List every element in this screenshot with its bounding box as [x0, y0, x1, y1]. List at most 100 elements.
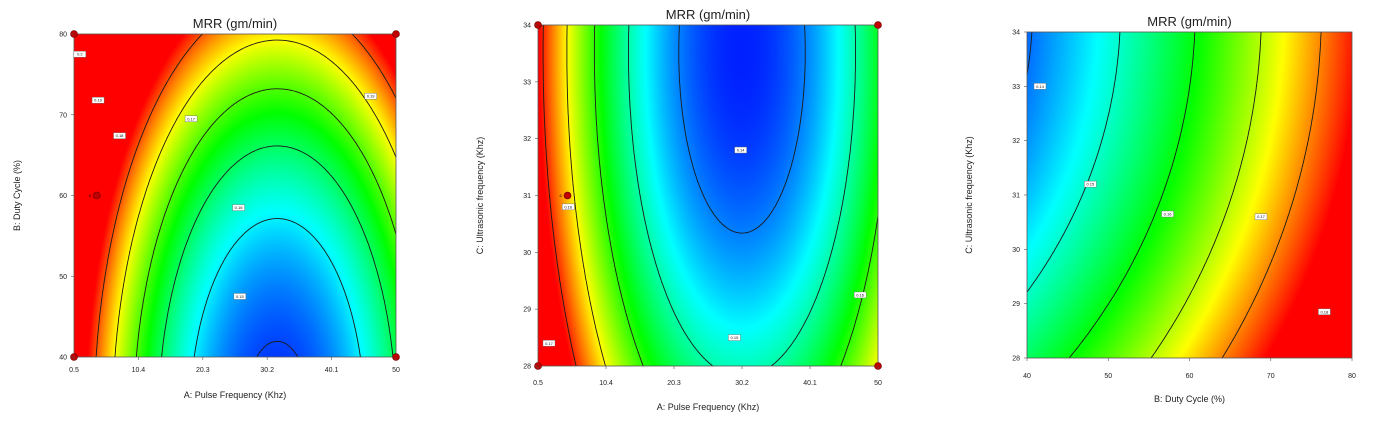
contour-label: 0.19 [364, 92, 377, 100]
x-tick-label: 30.2 [260, 367, 274, 374]
y-tick-label: 40 [59, 355, 67, 362]
y-tick-label: 29 [1012, 301, 1020, 308]
contour-line [1027, 32, 1121, 293]
x-axis-label: B: Duty Cycle (%) [1154, 394, 1225, 404]
design-point [392, 30, 400, 38]
contour-line [1221, 32, 1322, 358]
x-tick-label: 50 [392, 367, 400, 374]
contour-line [678, 25, 806, 234]
chart-2: 0.16 0.14 0.15 0.16 0.17 6 MRR (gm/min) 0.5 10.4… [475, 7, 882, 412]
x-tick-label: 50 [1104, 373, 1112, 380]
x-axis-label: A: Pulse Frequency (Khz) [184, 390, 287, 400]
x-tick-label: 70 [1267, 373, 1275, 380]
chart-title: MRR (gm/min) [666, 7, 751, 22]
design-point [563, 191, 572, 200]
contour-label-text: 0.16 [564, 204, 573, 209]
y-tick-label: 32 [523, 136, 531, 143]
contour-lines [1027, 32, 1322, 358]
y-tick-label: 33 [523, 79, 531, 86]
contour-label-text: 0.18 [1320, 309, 1329, 314]
design-point-label: 6 [89, 193, 92, 198]
contour-line [566, 25, 606, 366]
x-tick-label: 10.4 [599, 380, 613, 387]
contour-label: 0.18 [113, 132, 126, 139]
x-tick-label: 50 [874, 380, 882, 387]
contour-label-text: 0.15 [1086, 182, 1095, 187]
contour-label: 0.14 [734, 146, 747, 154]
contour-line [161, 145, 394, 357]
chart-3: 0.14 0.15 0.16 0.17 0.18 MRR (gm/min) 40 50 60 70… [964, 14, 1356, 404]
contour-line [135, 88, 396, 357]
contour-label: 0.17 [1254, 213, 1268, 220]
contour-line [193, 218, 361, 357]
x-tick-label: 60 [1186, 373, 1194, 380]
heatmap-surface [538, 25, 878, 366]
contour-line [1068, 32, 1196, 358]
contour-label: 0.18 [1318, 308, 1331, 316]
contour-label-text: 0.19 [94, 98, 103, 103]
contour-label: 0.16 [232, 204, 245, 211]
x-axis-label: A: Pulse Frequency (Khz) [657, 402, 760, 412]
chart-title: MRR (gm/min) [193, 16, 278, 31]
contour-label: 0.19 [91, 97, 105, 104]
y-axis-label: B: Duty Cycle (%) [12, 160, 22, 231]
contour-line [114, 39, 396, 357]
y-axis-label: C: Ultrasonic frequency (Khz) [475, 137, 485, 255]
contour-label-text: 0.16 [235, 205, 244, 210]
contour-label-text: 0.16 [856, 292, 865, 297]
contour-label: 0.2 [73, 50, 87, 58]
x-tick-label: 0.5 [533, 380, 543, 387]
design-point [874, 21, 882, 29]
y-tick-label: 34 [523, 23, 531, 30]
contour-line [95, 34, 396, 357]
x-tick-label: 20.3 [667, 380, 681, 387]
x-tick-label: 0.5 [69, 367, 79, 374]
y-tick-label: 28 [523, 364, 531, 371]
contour-label: 0.15 [1084, 180, 1097, 188]
contour-label-text: 0.2 [77, 52, 83, 57]
x-tick-label: 20.3 [196, 367, 210, 374]
contour-label-text: 0.18 [116, 133, 125, 138]
contour-label-text: 0.15 [236, 294, 245, 299]
contour-label: 0.15 [233, 293, 247, 300]
contour-line [542, 25, 577, 366]
contour-label: 0.16 [853, 291, 867, 299]
chart-1: 0.15 0.16 0.17 0.18 0.19 0.2 0.19 6 MRR (gm/min)… [12, 16, 400, 400]
y-tick-label: 60 [59, 193, 67, 200]
contour-label-text: 0.16 [1164, 212, 1173, 217]
contour-label: 0.15 [728, 334, 741, 341]
y-tick-label: 80 [59, 32, 67, 39]
y-tick-label: 31 [1012, 193, 1020, 200]
y-tick-label: 30 [523, 250, 531, 257]
contour-label: 0.17 [184, 115, 198, 122]
x-tick-label: 40.1 [803, 380, 817, 387]
contour-lines [542, 25, 878, 366]
y-tick-label: 33 [1012, 84, 1020, 91]
x-tick-label: 40.1 [325, 367, 339, 374]
y-tick-label: 32 [1012, 138, 1020, 145]
x-tick-label: 10.4 [132, 367, 146, 374]
contour-line [593, 25, 878, 366]
contour-label: 0.14 [1033, 83, 1047, 90]
y-tick-label: 31 [523, 193, 531, 200]
contour-label: 0.16 [562, 203, 575, 211]
y-tick-label: 30 [1012, 247, 1020, 254]
y-axis-label: C: Ultrasonic frequency (Khz) [964, 136, 974, 254]
y-tick-label: 70 [59, 112, 67, 119]
contour-label-text: 0.17 [187, 116, 196, 121]
contour-label: 0.16 [1161, 210, 1174, 218]
design-point [92, 191, 101, 200]
y-tick-label: 29 [523, 307, 531, 314]
contour-label-text: 0.14 [737, 148, 746, 153]
heatmap-surface [74, 34, 396, 357]
chart-title: MRR (gm/min) [1147, 14, 1232, 29]
heatmap-surface [1027, 32, 1352, 358]
contour-line [628, 25, 856, 366]
contour-label: 0.17 [542, 340, 556, 347]
x-tick-label: 80 [1348, 373, 1356, 380]
contour-line [256, 340, 299, 357]
y-tick-label: 50 [59, 274, 67, 281]
x-tick-label: 30.2 [735, 380, 749, 387]
x-tick-label: 40 [1023, 373, 1031, 380]
